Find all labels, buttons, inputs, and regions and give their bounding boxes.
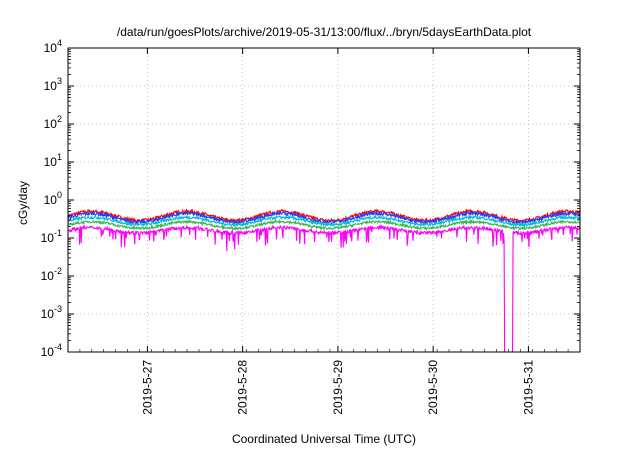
- series-line: [67, 218, 581, 232]
- x-tick-label: 2019-5-29: [331, 360, 345, 415]
- y-axis-label: cGy/day: [16, 181, 30, 225]
- x-tick-label: 2019-5-27: [140, 360, 154, 415]
- series-line: [67, 209, 581, 226]
- y-tick-label: 104: [44, 38, 62, 55]
- y-tick-label: 10-4: [41, 342, 62, 359]
- chart-title: /data/run/goesPlots/archive/2019-05-31/1…: [117, 25, 532, 39]
- series-line: [67, 224, 581, 353]
- plot-frame: [67, 47, 581, 353]
- grid-lines: [68, 48, 580, 352]
- x-axis-label: Coordinated Universal Time (UTC): [232, 432, 416, 446]
- y-tick-label: 10-3: [41, 304, 62, 321]
- y-tick-label: 10-1: [41, 228, 62, 245]
- data-series: [67, 207, 581, 353]
- y-tick-label: 101: [44, 152, 62, 169]
- series-line: [67, 214, 581, 228]
- y-tick-label: 103: [44, 76, 62, 93]
- x-tick-label: 2019-5-30: [426, 360, 440, 415]
- x-tick-label: 2019-5-31: [521, 360, 535, 415]
- axes: 10-4 10-3 10-2 10-1 100 101 102 103 104 2019-5-27…: [41, 38, 581, 415]
- y-tick-label: 102: [44, 114, 62, 131]
- y-tick-label: 100: [44, 190, 62, 207]
- y-tick-label: 10-2: [41, 266, 62, 283]
- x-tick-label: 2019-5-28: [236, 360, 250, 415]
